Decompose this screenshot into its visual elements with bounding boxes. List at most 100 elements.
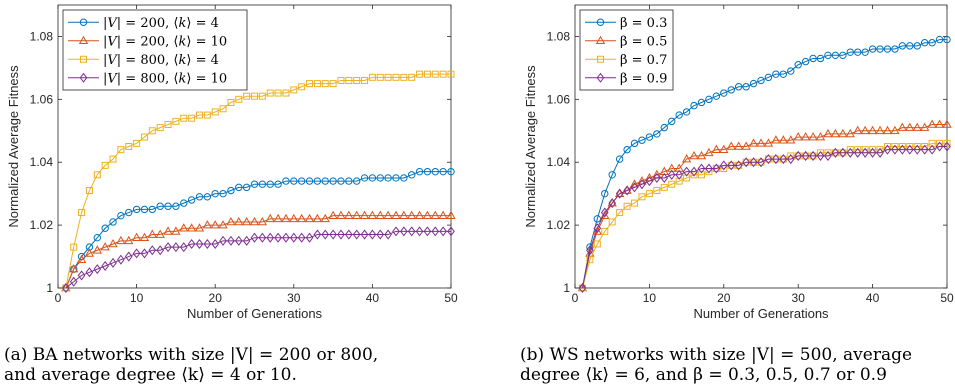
data-point — [124, 235, 134, 245]
legend-marker — [79, 18, 88, 26]
data-point — [108, 238, 118, 248]
data-point — [156, 124, 164, 132]
caption-b: (b) WS networks with size |V| = 500, ave… — [520, 345, 912, 385]
data-point — [809, 54, 817, 63]
data-point — [320, 213, 330, 223]
data-point — [415, 167, 424, 176]
y-tick-label: 1.06 — [30, 92, 54, 106]
data-point — [719, 160, 728, 171]
data-point — [164, 120, 172, 128]
data-point — [297, 232, 306, 243]
data-point — [935, 141, 944, 152]
data-point — [93, 171, 101, 179]
data-point — [653, 187, 661, 195]
data-point — [321, 229, 330, 240]
data-point — [593, 240, 601, 248]
data-point — [439, 70, 447, 78]
data-point — [608, 198, 617, 209]
data-point — [876, 45, 884, 53]
data-point — [734, 83, 743, 91]
data-point — [815, 132, 826, 141]
data-point — [600, 207, 609, 218]
data-point — [683, 174, 691, 182]
data-point — [407, 226, 416, 237]
data-point — [757, 76, 765, 85]
data-point — [430, 210, 440, 219]
data-point — [258, 92, 266, 100]
data-point — [906, 42, 914, 50]
data-point — [868, 45, 877, 53]
data-point — [423, 226, 432, 237]
x-tick-label: 50 — [940, 291, 954, 305]
data-point — [258, 180, 267, 188]
data-point — [172, 202, 180, 210]
data-point — [117, 211, 125, 220]
data-point — [187, 238, 196, 250]
data-point — [180, 199, 188, 207]
data-point — [337, 177, 345, 185]
data-point — [890, 125, 900, 135]
data-point — [172, 242, 180, 253]
data-point — [203, 193, 212, 201]
x-tick-label: 40 — [366, 291, 380, 305]
data-point — [180, 114, 188, 122]
data-point — [289, 213, 299, 223]
data-point — [84, 248, 95, 257]
data-point — [431, 226, 440, 237]
data-point — [344, 210, 354, 219]
data-point — [623, 145, 631, 154]
data-point — [344, 229, 353, 240]
data-point — [226, 216, 236, 226]
series-line — [581, 123, 947, 289]
data-point — [897, 122, 908, 131]
data-point — [913, 42, 921, 50]
data-point — [156, 202, 164, 210]
data-point — [839, 51, 847, 60]
data-point — [242, 235, 251, 246]
series-line — [65, 230, 451, 289]
data-point — [195, 193, 204, 201]
data-point — [148, 245, 157, 256]
data-point — [376, 229, 385, 240]
series-line — [65, 215, 451, 289]
data-point — [705, 95, 713, 104]
data-point — [140, 205, 149, 214]
data-point — [616, 209, 624, 217]
data-point — [416, 70, 424, 78]
data-point — [125, 208, 133, 217]
legend-box — [62, 9, 248, 91]
data-point — [109, 257, 117, 268]
x-tick-label: 0 — [55, 291, 62, 305]
data-point — [164, 242, 172, 253]
data-point — [265, 213, 275, 223]
data-point — [860, 125, 870, 135]
data-point — [808, 132, 818, 141]
data-point — [125, 143, 133, 150]
data-point — [668, 117, 676, 126]
data-point — [868, 147, 877, 158]
data-point — [601, 227, 609, 235]
legend-entry: |V| = 800, ⟨k⟩ = 4 — [103, 53, 219, 68]
data-point — [839, 147, 847, 158]
data-point — [274, 89, 282, 97]
data-point — [846, 48, 854, 56]
data-point — [234, 216, 244, 226]
data-point — [697, 171, 705, 179]
data-point — [757, 157, 765, 168]
legend-marker — [597, 55, 604, 63]
legend-marker — [79, 72, 88, 83]
data-point — [367, 210, 378, 219]
x-tick-label: 10 — [130, 291, 144, 305]
series-4 — [578, 141, 951, 294]
data-point — [675, 111, 683, 119]
data-point — [578, 282, 587, 294]
data-point — [845, 128, 855, 138]
data-point — [423, 70, 431, 78]
data-point — [853, 147, 862, 158]
data-point — [415, 226, 424, 237]
data-point — [935, 35, 944, 44]
data-point — [321, 177, 329, 185]
data-point — [830, 128, 841, 138]
data-point — [414, 210, 425, 219]
data-point — [645, 176, 654, 187]
